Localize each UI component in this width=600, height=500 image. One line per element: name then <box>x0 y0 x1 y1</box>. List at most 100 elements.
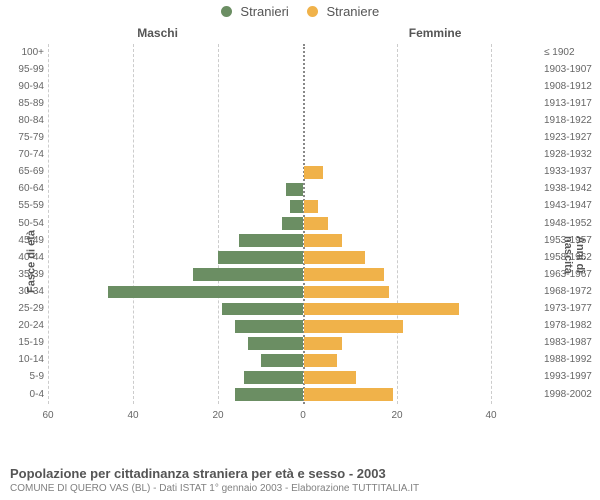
birth-year-label: ≤ 1902 <box>544 48 575 58</box>
bar-male <box>222 303 303 316</box>
age-label: 65-69 <box>0 167 44 177</box>
age-label: 10-14 <box>0 355 44 365</box>
age-label: 85-89 <box>0 99 44 109</box>
x-axis: 60 40 20 0 20 40 <box>0 404 600 434</box>
age-label: 70-74 <box>0 150 44 160</box>
birth-year-label: 1983-1987 <box>544 338 592 348</box>
pyramid-row: 55-59 1943-1947 <box>0 198 600 215</box>
birth-year-label: 1938-1942 <box>544 184 592 194</box>
bar-male <box>235 320 303 333</box>
bar-male <box>244 371 304 384</box>
plot-area: 100+ ≤ 1902 95-99 1903-1907 90-94 1908-1912 85… <box>0 44 600 434</box>
bar-female <box>304 371 356 384</box>
birth-year-label: 1943-1947 <box>544 201 592 211</box>
bar-male <box>239 234 303 247</box>
x-tick: 40 <box>485 410 496 421</box>
chart-title: Popolazione per cittadinanza straniera p… <box>10 466 419 481</box>
legend-item-male: Stranieri <box>221 4 289 26</box>
y-axis-label-right: Anni di nascita <box>562 236 586 288</box>
pyramid-row: 95-99 1903-1907 <box>0 61 600 78</box>
pyramid-row: 0-4 1998-2002 <box>0 386 600 403</box>
age-label: 75-79 <box>0 133 44 143</box>
bar-female <box>304 166 323 179</box>
x-tick: 20 <box>391 410 402 421</box>
birth-year-label: 1923-1927 <box>544 133 592 143</box>
pyramid-row: 30-341968-1972 <box>0 283 600 300</box>
chart-subtitle: COMUNE DI QUERO VAS (BL) - Dati ISTAT 1°… <box>10 483 419 494</box>
header-male: Maschi <box>137 26 178 40</box>
birth-year-label: 1968-1972 <box>544 287 592 297</box>
bar-male <box>261 354 304 367</box>
birth-year-label: 1928-1932 <box>544 150 592 160</box>
birth-year-label: 1913-1917 <box>544 99 592 109</box>
pyramid-row: 15-19 1983-1987 <box>0 335 600 352</box>
bar-male <box>248 337 303 350</box>
legend-item-female: Straniere <box>307 4 379 26</box>
pyramid-row: 25-29 1973-1977 <box>0 301 600 318</box>
birth-year-label: 1903-1907 <box>544 65 592 75</box>
bar-female <box>304 337 342 350</box>
legend-swatch-female <box>307 6 318 17</box>
y-axis-label-left: Fasce di età <box>25 230 37 293</box>
age-label: 90-94 <box>0 82 44 92</box>
bar-female <box>304 320 403 333</box>
x-tick: 0 <box>300 410 306 421</box>
x-tick: 40 <box>127 410 138 421</box>
column-headers: Maschi Femmine <box>0 26 600 44</box>
birth-year-label: 1908-1912 <box>544 82 592 92</box>
bar-female <box>304 234 342 247</box>
pyramid-row: 45-491953-1957 <box>0 232 600 249</box>
age-label: 0-4 <box>0 390 44 400</box>
bar-female <box>304 268 384 281</box>
age-label: 20-24 <box>0 321 44 331</box>
pyramid-row: 65-691933-1937 <box>0 164 600 181</box>
age-label: 25-29 <box>0 304 44 314</box>
legend-label-female: Straniere <box>326 4 379 19</box>
birth-year-label: 1973-1977 <box>544 304 592 314</box>
bar-male <box>193 268 304 281</box>
age-label: 80-84 <box>0 116 44 126</box>
pyramid-row: 10-14 1988-1992 <box>0 352 600 369</box>
bar-male <box>218 251 303 264</box>
bar-rows: 100+ ≤ 1902 95-99 1903-1907 90-94 1908-1912 85… <box>0 44 600 404</box>
pyramid-row: 80-84 1918-1922 <box>0 112 600 129</box>
pyramid-row: 5-9 1993-1997 <box>0 369 600 386</box>
header-female: Femmine <box>409 26 462 40</box>
pyramid-row: 40-441958-1962 <box>0 249 600 266</box>
footer: Popolazione per cittadinanza straniera p… <box>10 466 419 494</box>
legend: Stranieri Straniere <box>0 0 600 26</box>
pyramid-row: 70-74 1928-1932 <box>0 147 600 164</box>
bar-male <box>282 217 303 230</box>
birth-year-label: 1988-1992 <box>544 355 592 365</box>
birth-year-label: 1978-1982 <box>544 321 592 331</box>
bar-female <box>304 303 459 316</box>
age-label: 5-9 <box>0 372 44 382</box>
pyramid-row: 50-541948-1952 <box>0 215 600 232</box>
bar-female <box>304 354 337 367</box>
bar-female <box>304 286 389 299</box>
pyramid-row: 75-79 1923-1927 <box>0 130 600 147</box>
bar-female <box>304 200 318 213</box>
pyramid-row: 20-24 1978-1982 <box>0 318 600 335</box>
age-label: 55-59 <box>0 201 44 211</box>
x-tick: 60 <box>42 410 53 421</box>
age-label: 15-19 <box>0 338 44 348</box>
bar-female <box>304 388 393 401</box>
bar-female <box>304 251 365 264</box>
x-tick: 20 <box>212 410 223 421</box>
legend-swatch-male <box>221 6 232 17</box>
legend-label-male: Stranieri <box>240 4 288 19</box>
age-label: 100+ <box>0 48 44 58</box>
age-label: 95-99 <box>0 65 44 75</box>
birth-year-label: 1918-1922 <box>544 116 592 126</box>
chart-container: Stranieri Straniere Maschi Femmine 100+ ≤… <box>0 0 600 500</box>
bar-female <box>304 217 328 230</box>
birth-year-label: 1998-2002 <box>544 390 592 400</box>
pyramid-row: 85-89 1913-1917 <box>0 95 600 112</box>
pyramid-row: 35-391963-1967 <box>0 266 600 283</box>
bar-male <box>108 286 304 299</box>
bar-male <box>290 200 303 213</box>
birth-year-label: 1948-1952 <box>544 219 592 229</box>
birth-year-label: 1993-1997 <box>544 372 592 382</box>
pyramid-row: 90-94 1908-1912 <box>0 78 600 95</box>
